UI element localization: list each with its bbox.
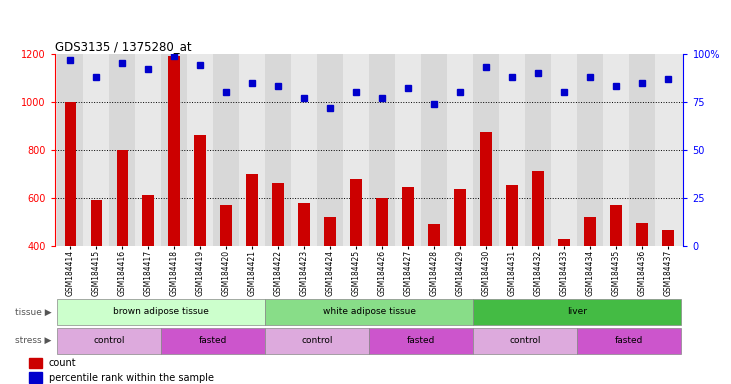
Bar	[162, 54, 187, 246]
Bar	[325, 217, 336, 246]
Bar	[64, 102, 76, 246]
Bar	[603, 54, 629, 246]
Bar	[480, 132, 492, 246]
Bar	[402, 187, 414, 246]
Bar	[636, 223, 648, 246]
Bar	[221, 205, 232, 246]
Text: fasted: fasted	[407, 336, 435, 345]
Bar	[584, 217, 596, 246]
Bar	[168, 56, 180, 246]
Bar	[454, 189, 466, 246]
Bar	[369, 54, 395, 246]
Bar	[110, 54, 135, 246]
Bar	[395, 54, 421, 246]
Bar	[655, 54, 681, 246]
Text: control: control	[301, 336, 333, 345]
Bar	[265, 54, 291, 246]
Bar	[83, 54, 110, 246]
Text: tissue ▶: tissue ▶	[15, 308, 51, 316]
Bar	[525, 54, 551, 246]
Bar	[662, 230, 674, 246]
Bar	[135, 54, 162, 246]
Bar	[91, 200, 102, 246]
Bar	[265, 299, 473, 325]
Bar	[317, 54, 343, 246]
Bar	[629, 54, 655, 246]
Bar	[29, 372, 42, 382]
Text: control: control	[94, 336, 125, 345]
Bar	[577, 328, 681, 354]
Bar	[551, 54, 577, 246]
Bar	[187, 54, 213, 246]
Bar	[506, 185, 518, 246]
Bar	[246, 174, 258, 246]
Bar	[291, 54, 317, 246]
Bar	[143, 195, 154, 246]
Bar	[298, 203, 310, 246]
Text: percentile rank within the sample: percentile rank within the sample	[49, 372, 214, 383]
Bar	[428, 224, 440, 246]
Text: fasted: fasted	[615, 336, 643, 345]
Bar	[350, 179, 362, 246]
Bar	[447, 54, 473, 246]
Bar	[473, 328, 577, 354]
Bar	[558, 238, 570, 246]
Bar	[58, 54, 83, 246]
Text: GDS3135 / 1375280_at: GDS3135 / 1375280_at	[55, 40, 192, 53]
Bar	[273, 184, 284, 246]
Text: liver: liver	[567, 307, 587, 316]
Text: fasted: fasted	[199, 336, 227, 345]
Bar	[532, 171, 544, 246]
Text: control: control	[510, 336, 541, 345]
Bar	[369, 328, 473, 354]
Bar	[376, 198, 388, 246]
Bar	[29, 358, 42, 368]
Bar	[577, 54, 603, 246]
Bar	[343, 54, 369, 246]
Text: white adipose tissue: white adipose tissue	[322, 307, 416, 316]
Bar	[194, 136, 206, 246]
Bar	[610, 205, 622, 246]
Bar	[58, 299, 265, 325]
Bar	[162, 328, 265, 354]
Bar	[213, 54, 239, 246]
Bar	[58, 328, 162, 354]
Bar	[239, 54, 265, 246]
Bar	[116, 150, 128, 246]
Bar	[265, 328, 369, 354]
Bar	[421, 54, 447, 246]
Text: count: count	[49, 358, 77, 368]
Bar	[473, 54, 499, 246]
Bar	[499, 54, 525, 246]
Text: brown adipose tissue: brown adipose tissue	[113, 307, 209, 316]
Text: stress ▶: stress ▶	[15, 336, 51, 345]
Bar	[473, 299, 681, 325]
